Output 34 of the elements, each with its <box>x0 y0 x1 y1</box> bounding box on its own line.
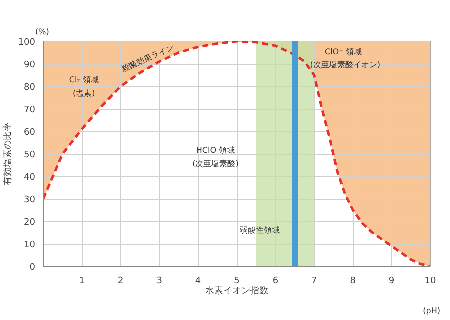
annotation: (次亜塩素酸) <box>192 159 239 168</box>
annotation: Cl₂ 領域 <box>69 75 99 84</box>
annotation: (次亜塩素酸イオン) <box>310 60 380 70</box>
band-label: 弱酸性領域 <box>240 226 280 235</box>
y-tick-label: 30 <box>24 196 36 206</box>
y-tick-label: 10 <box>24 240 36 250</box>
x-tick-label: 10 <box>424 276 436 286</box>
x-tick-label: 1 <box>79 276 86 286</box>
annotation: ClO⁻ 領域 <box>324 47 362 56</box>
x-tick-label: 5 <box>234 276 240 286</box>
y-tick-label: 20 <box>24 218 36 228</box>
line-series <box>44 42 430 266</box>
x-tick-label: 8 <box>350 276 356 286</box>
y-tick-label: 70 <box>24 106 36 116</box>
annotation: 殺菌効果ライン <box>120 42 176 74</box>
y-tick-label: 80 <box>24 83 36 93</box>
x-tick-label: 3 <box>156 276 162 286</box>
x-axis-title: 水素イオン指数 <box>206 286 268 296</box>
y-tick-label: 100 <box>18 38 36 48</box>
x-tick-label: 7 <box>312 276 318 286</box>
x-tick-label: 6 <box>272 276 279 286</box>
y-tick-label: 0 <box>30 263 36 273</box>
y-tick-label: 50 <box>24 150 36 160</box>
y-tick-label: 60 <box>24 128 36 138</box>
annotation: (塩素) <box>73 88 96 98</box>
text: (pH) <box>423 306 441 316</box>
text: (%) <box>36 28 50 36</box>
y-tick-label: 40 <box>24 173 36 183</box>
x-tick-label: 9 <box>388 276 395 286</box>
annotation: HClO 領域 <box>196 146 236 156</box>
y-tick-label: 90 <box>24 60 36 70</box>
y-axis-title: 有効塩素の比率 <box>2 122 14 186</box>
x-tick-label: 4 <box>195 276 202 286</box>
x-tick-label: 2 <box>118 276 124 286</box>
